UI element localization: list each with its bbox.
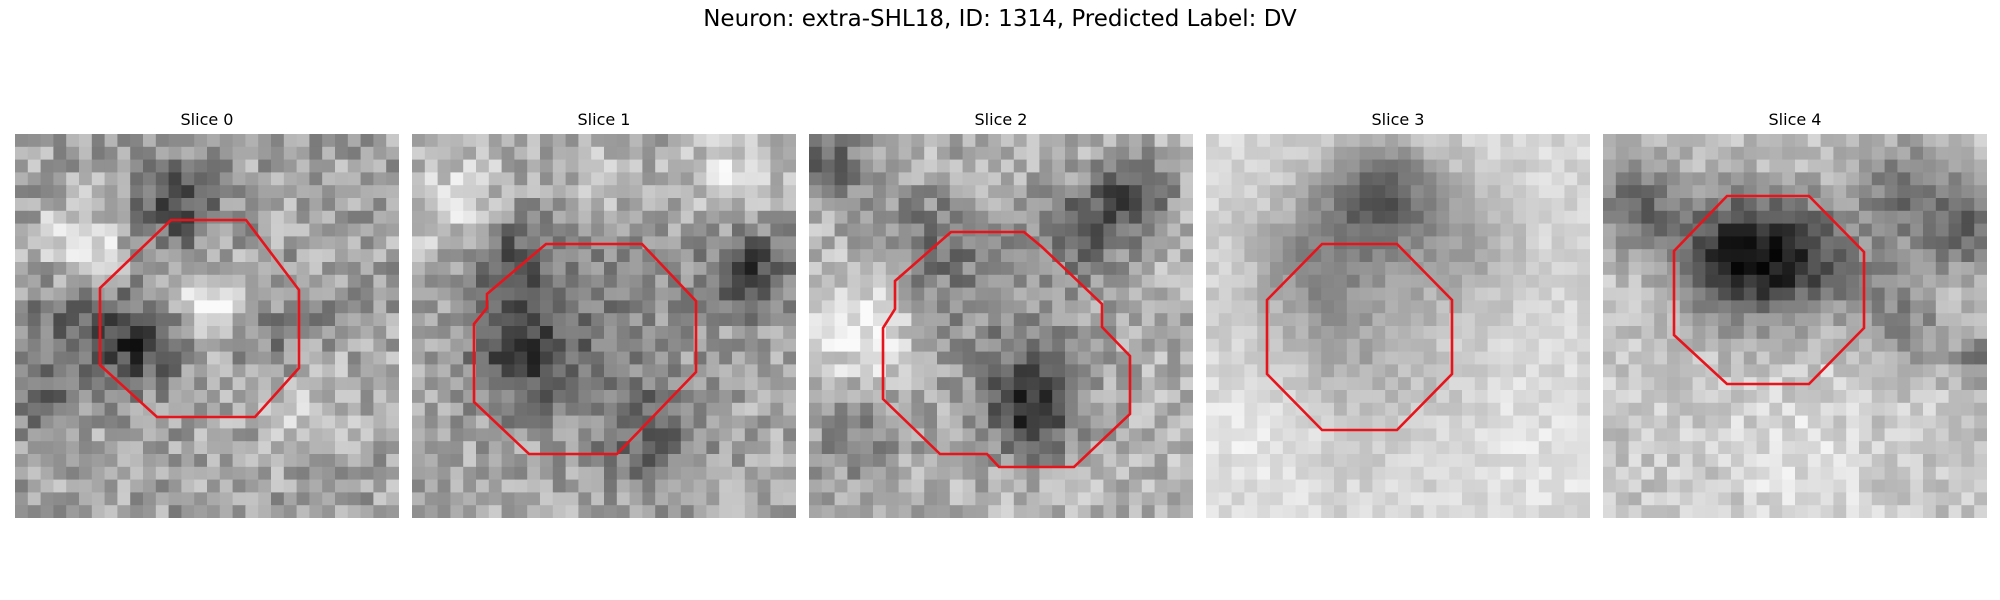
slice-panel-1: Slice 1 <box>412 110 796 518</box>
roi-contour-4 <box>1672 194 1866 386</box>
roi-contour-0 <box>98 218 301 419</box>
slice-title-4: Slice 4 <box>1768 110 1822 129</box>
roi-contour-1 <box>472 242 698 456</box>
slice-panel-0: Slice 0 <box>15 110 399 518</box>
slice-image-0 <box>15 134 399 518</box>
figure-title: Neuron: extra-SHL18, ID: 1314, Predicted… <box>703 6 1297 32</box>
slice-image-1 <box>412 134 796 518</box>
roi-contour-2 <box>881 230 1132 469</box>
slice-panel-4: Slice 4 <box>1603 110 1987 518</box>
roi-contour-3 <box>1265 242 1454 432</box>
slice-image-3 <box>1206 134 1590 518</box>
slice-title-2: Slice 2 <box>974 110 1028 129</box>
slice-image-2 <box>809 134 1193 518</box>
slice-panel-2: Slice 2 <box>809 110 1193 518</box>
slice-title-0: Slice 0 <box>180 110 234 129</box>
slice-title-1: Slice 1 <box>577 110 631 129</box>
slice-title-3: Slice 3 <box>1371 110 1425 129</box>
slice-image-4 <box>1603 134 1987 518</box>
slice-panel-3: Slice 3 <box>1206 110 1590 518</box>
